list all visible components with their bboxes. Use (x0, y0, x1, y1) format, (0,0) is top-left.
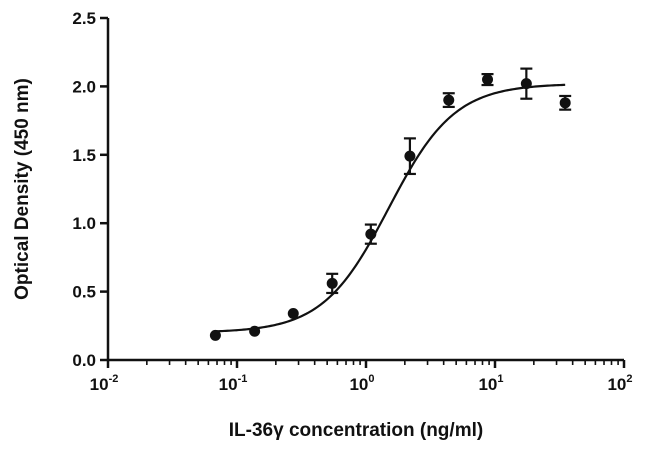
x-tick-label: 10-1 (219, 373, 248, 394)
x-tick-label: 100 (349, 373, 374, 394)
data-point (209, 329, 221, 341)
y-tick-label: 1.0 (72, 214, 96, 233)
data-point (249, 325, 261, 337)
data-point (287, 307, 299, 319)
data-points (209, 67, 572, 341)
data-point (520, 78, 532, 90)
x-ticks: 10-2 10-1 100 101 102 (90, 360, 633, 394)
y-tick-label: 2.0 (72, 77, 96, 96)
data-point (404, 150, 416, 162)
data-point (365, 228, 377, 240)
y-ticks: 0.0 0.5 1.0 1.5 2.0 2.5 (72, 9, 108, 370)
fit-curve (215, 83, 566, 333)
x-tick-label: 102 (607, 373, 632, 394)
x-axis-title: IL-36γ concentration (ng/ml) (229, 420, 483, 441)
y-tick-label: 0.5 (72, 283, 96, 302)
data-point (482, 74, 494, 86)
axes (106, 18, 624, 362)
y-axis-title: Optical Density (450 nm) (12, 78, 33, 300)
x-tick-label: 101 (478, 373, 503, 394)
data-point (559, 97, 571, 109)
data-point (326, 277, 338, 289)
data-point (443, 94, 455, 106)
y-tick-label: 0.0 (72, 351, 96, 370)
x-tick-label: 10-2 (90, 373, 119, 394)
y-tick-label: 1.5 (72, 146, 96, 165)
y-tick-label: 2.5 (72, 9, 96, 28)
